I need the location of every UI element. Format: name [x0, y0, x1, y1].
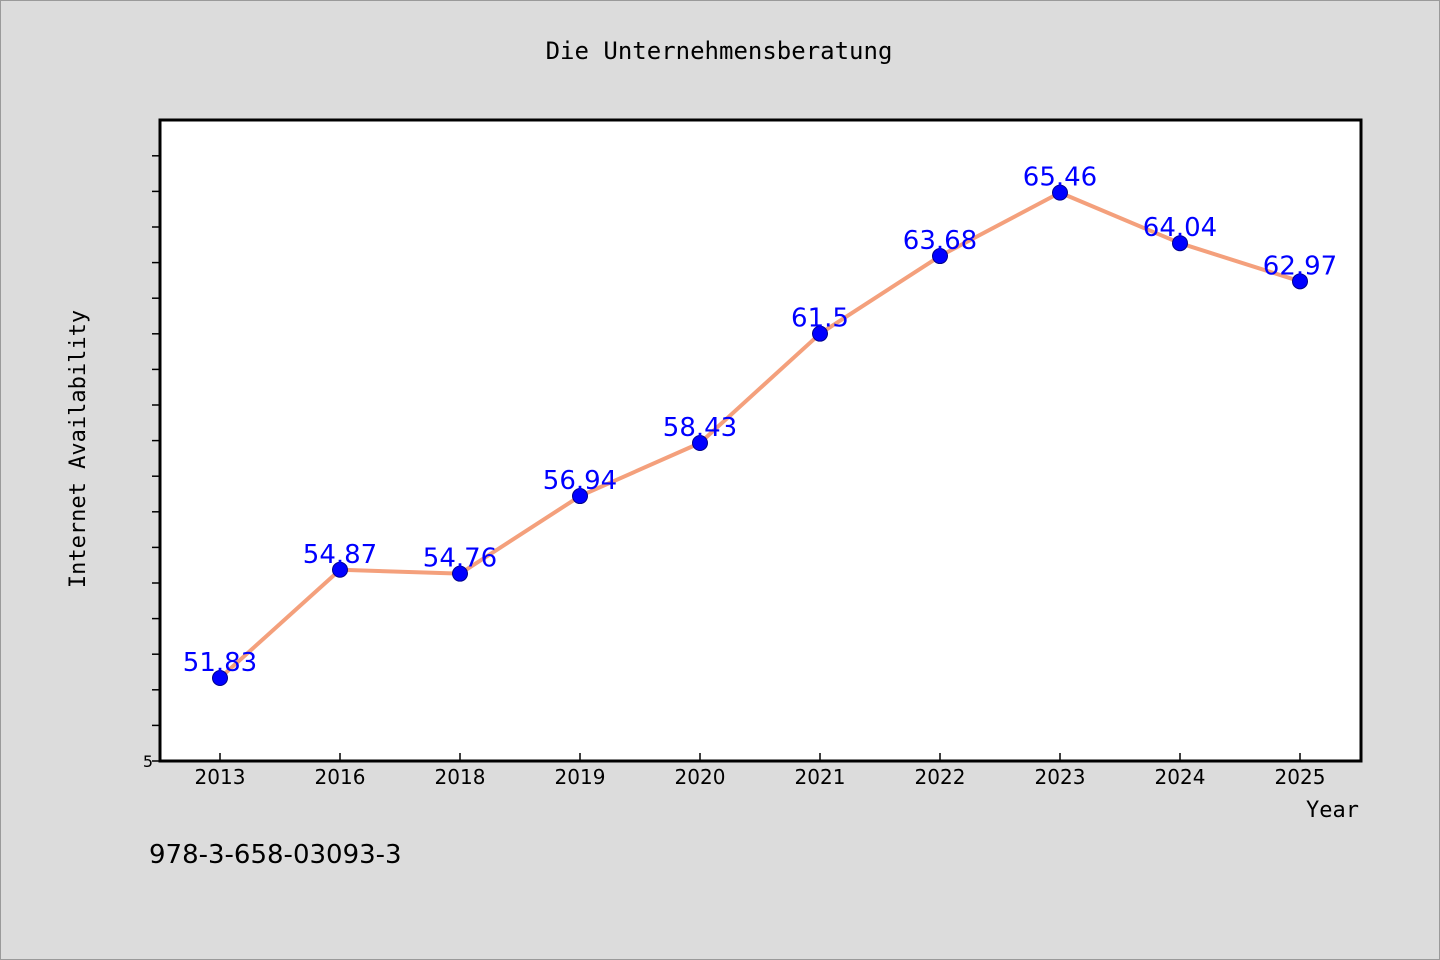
y-axis-label: Internet Availability — [66, 310, 91, 588]
series-line — [218, 190, 1302, 681]
data-value-label: 56.94 — [543, 466, 617, 496]
x-tick-label: 2022 — [915, 765, 966, 789]
data-point-marker — [1052, 184, 1068, 201]
data-point-marker — [1292, 273, 1308, 290]
x-tick-label: 2018 — [435, 765, 486, 789]
data-point-marker — [212, 670, 228, 687]
data-point-marker — [692, 434, 708, 451]
data-point-marker — [812, 325, 828, 342]
data-value-label: 61.5 — [791, 304, 849, 334]
x-tick-label: 2013 — [195, 765, 246, 789]
x-tick-label: 2025 — [1275, 765, 1326, 789]
data-value-label: 65.46 — [1023, 163, 1097, 193]
data-value-label: 51.83 — [183, 648, 257, 678]
data-value-label: 54.87 — [303, 540, 377, 570]
data-value-label: 64.04 — [1143, 213, 1217, 243]
isbn-annotation: 978-3-658-03093-3 — [149, 840, 402, 870]
x-tick-label: 2020 — [675, 765, 726, 789]
x-axis-label: Year — [1306, 798, 1359, 823]
y-tick-label: 5 — [143, 752, 153, 771]
series-markers — [212, 184, 1308, 687]
chart-title: Die Unternehmensberatung — [546, 37, 893, 65]
x-tick-label: 2016 — [315, 765, 366, 789]
value-labels: 51.83 54.87 54.76 56.94 58.43 61.5 63.68 65.46 6… — [183, 163, 1337, 678]
data-value-label: 62.97 — [1263, 251, 1337, 281]
data-point-marker — [332, 561, 348, 578]
x-tick-label: 2024 — [1155, 765, 1206, 789]
y-axis-ticks — [152, 155, 160, 762]
data-value-label: 54.76 — [423, 544, 497, 574]
x-tick-label: 2021 — [795, 765, 846, 789]
data-point-marker — [932, 248, 948, 265]
data-value-label: 58.43 — [663, 413, 737, 443]
x-axis-ticks — [219, 753, 1301, 761]
data-point-marker — [452, 565, 468, 582]
series-line-group — [218, 190, 1302, 681]
data-point-marker — [572, 488, 588, 505]
data-point-marker — [1172, 235, 1188, 252]
x-tick-label: 2023 — [1035, 765, 1086, 789]
data-value-label: 63.68 — [903, 226, 977, 256]
x-tick-label: 2019 — [555, 765, 606, 789]
x-tick-labels: 2013 2016 2018 2019 2020 2021 2022 2023 2024 2025 — [195, 765, 1326, 789]
plot-area — [158, 118, 1363, 763]
